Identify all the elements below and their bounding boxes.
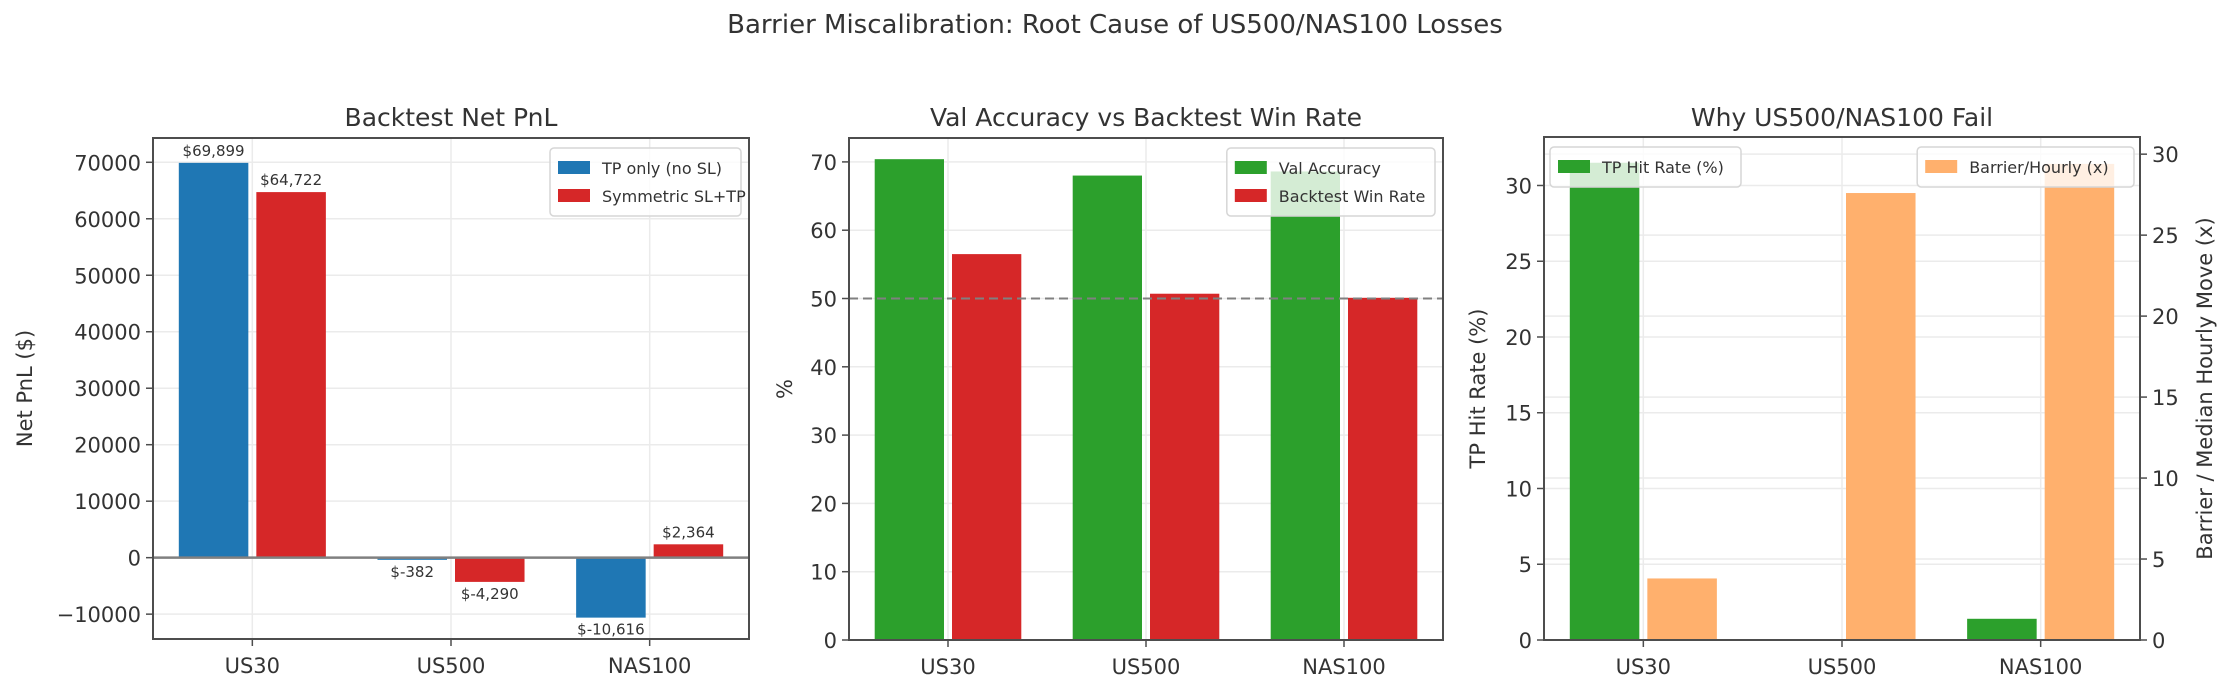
y-right-tick-label: 0 <box>2152 629 2165 653</box>
y-tick-label: 15 <box>1505 402 1532 426</box>
y-tick-label: 40000 <box>74 321 141 345</box>
legend-swatch <box>1558 160 1590 173</box>
legend-label: Backtest Win Rate <box>1279 187 1425 206</box>
chart-title: Backtest Net PnL <box>345 103 558 132</box>
bar <box>1270 171 1340 640</box>
legend: Val Accuracy Backtest Win Rate <box>1226 147 1436 217</box>
x-tick-label: NAS100 <box>608 654 692 678</box>
bar <box>874 159 944 640</box>
x-tick-label: US500 <box>417 654 486 678</box>
y-right-tick-label: 15 <box>2152 386 2179 410</box>
bar <box>576 557 646 618</box>
x-tick-label: US30 <box>1616 655 1671 679</box>
y-tick-label: 60000 <box>74 208 141 232</box>
x-tick-label: NAS100 <box>1302 655 1386 679</box>
legend: TP only (no SL) Symmetric SL+TP <box>549 147 746 217</box>
y-tick-label: 20 <box>810 492 837 516</box>
bar <box>1647 578 1717 640</box>
y-tick-label: 30000 <box>74 377 141 401</box>
y-axis-label: Net PnL ($) <box>13 330 37 447</box>
y-tick-label: 70 <box>810 151 837 175</box>
y-tick-label: 10 <box>810 561 837 585</box>
y-right-tick-label: 20 <box>2152 305 2179 329</box>
x-tick-label: US30 <box>225 654 280 678</box>
legend-label: Barrier/Hourly (x) <box>1969 158 2108 177</box>
bar-value-label: $2,364 <box>662 523 715 541</box>
y-tick-label: 10 <box>1505 477 1532 501</box>
x-tick-label: US30 <box>920 655 975 679</box>
bar-value-label: $64,722 <box>260 171 322 189</box>
bar-value-label: $-4,290 <box>461 585 519 603</box>
y-tick-label: 0 <box>1519 629 1532 653</box>
bar <box>2044 163 2115 640</box>
bar <box>1846 193 1916 640</box>
bar-value-label: $-382 <box>390 563 434 581</box>
bar <box>1150 293 1220 640</box>
bar <box>1348 297 1418 640</box>
y-tick-label: 30 <box>810 424 837 448</box>
bar <box>1569 162 1640 640</box>
x-tick-label: US500 <box>1112 655 1181 679</box>
bar <box>1072 175 1142 640</box>
legend-swatch <box>1925 160 1958 173</box>
y-tick-label: 20 <box>1505 326 1532 350</box>
y-tick-label: 50 <box>810 288 837 312</box>
x-tick-label: NAS100 <box>1999 655 2083 679</box>
y-tick-label: 0 <box>128 547 141 571</box>
chart-title: Why US500/NAS100 Fail <box>1691 103 1993 132</box>
y-axis-label: TP Hit Rate (%) <box>1466 309 1490 470</box>
chart-why-fail: Why US500/NAS100 Fail 0 5 10 15 20 25 30 0 5 10 15 2… <box>1466 103 2217 679</box>
y-tick-label: 40 <box>810 356 837 380</box>
y-tick-label: 30 <box>1505 174 1532 198</box>
legend-label: Symmetric SL+TP <box>602 187 746 206</box>
legend-swatch <box>1234 161 1267 174</box>
bar <box>455 557 525 582</box>
y-axis-label: % <box>773 379 797 399</box>
y-tick-label: 60 <box>810 219 837 243</box>
y-tick-label: 70000 <box>74 151 141 175</box>
legend-swatch <box>1234 189 1267 202</box>
bar <box>952 254 1022 641</box>
legend-label: TP Hit Rate (%) <box>1601 158 1724 177</box>
y-tick-label: 20000 <box>74 434 141 458</box>
y-tick-label: 50000 <box>74 264 141 288</box>
legend: Barrier/Hourly (x) <box>1916 146 2135 188</box>
bar <box>178 162 249 558</box>
chart-val-accuracy-vs-win-rate: Val Accuracy vs Backtest Win Rate 0 10 20 30… <box>773 103 1444 679</box>
y-right-tick-label: 30 <box>2152 143 2179 167</box>
chart-backtest-net-pnl: Backtest Net PnL −10000 0 10000 20000 30000 40… <box>13 103 750 678</box>
legend-label: Val Accuracy <box>1279 159 1381 178</box>
legend-label: TP only (no SL) <box>601 159 722 178</box>
bar-value-label: $-10,616 <box>577 621 644 639</box>
legend-swatch <box>558 189 590 202</box>
y-tick-label: 25 <box>1505 250 1532 274</box>
bar-value-label: $69,899 <box>183 142 245 160</box>
y-tick-label: −10000 <box>57 603 141 627</box>
y-right-tick-label: 5 <box>2152 548 2165 572</box>
y-right-axis-label: Barrier / Median Hourly Move (x) <box>2193 217 2217 559</box>
y-tick-label: 5 <box>1519 553 1532 577</box>
bar <box>256 192 326 558</box>
bar <box>1967 618 2037 640</box>
legend-swatch <box>558 161 590 174</box>
y-right-tick-label: 10 <box>2152 467 2179 491</box>
y-right-tick-label: 25 <box>2152 224 2179 248</box>
x-tick-label: US500 <box>1808 655 1877 679</box>
bar <box>653 544 724 558</box>
y-tick-label: 0 <box>824 629 837 653</box>
chart-title: Val Accuracy vs Backtest Win Rate <box>930 103 1362 132</box>
y-tick-label: 10000 <box>74 490 141 514</box>
legend: TP Hit Rate (%) <box>1549 146 1742 188</box>
figure-suptitle: Barrier Miscalibration: Root Cause of US… <box>727 10 1503 40</box>
